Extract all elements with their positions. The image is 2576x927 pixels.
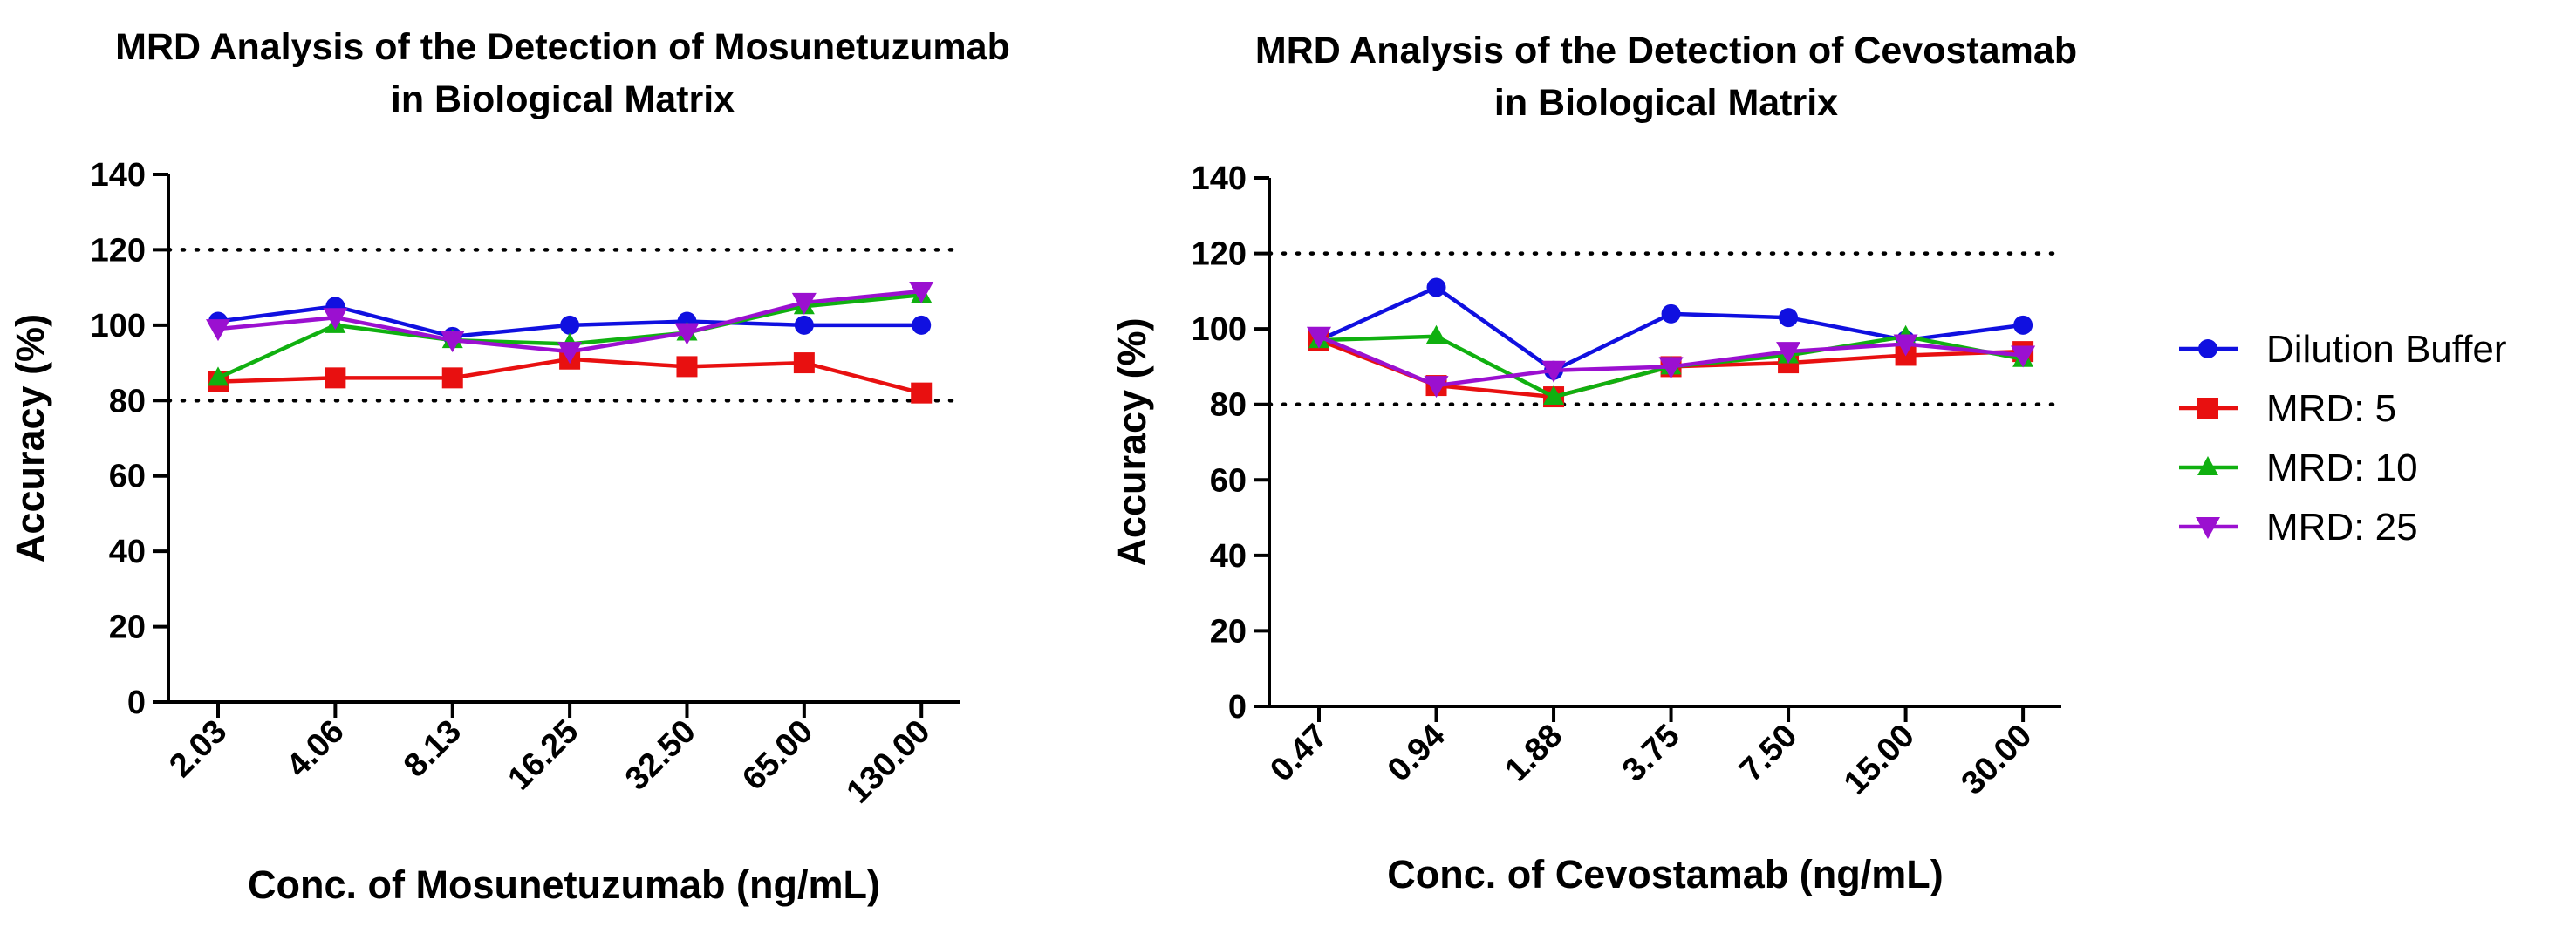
data-point bbox=[440, 331, 465, 353]
x-tick-label: 130.00 bbox=[840, 713, 938, 811]
x-tick-label: 0.94 bbox=[1381, 718, 1452, 789]
data-point bbox=[1425, 324, 1447, 344]
data-point bbox=[1541, 360, 1567, 383]
data-point bbox=[911, 382, 933, 404]
data-point bbox=[557, 342, 583, 365]
data-point bbox=[2011, 345, 2036, 368]
y-tick-label: 100 bbox=[1192, 311, 1247, 348]
legend-label: MRD: 10 bbox=[2266, 446, 2418, 489]
legend-marker bbox=[2196, 517, 2220, 539]
data-point bbox=[794, 315, 814, 335]
chart-title-line-2: in Biological Matrix bbox=[391, 78, 735, 120]
legend-marker bbox=[2198, 339, 2217, 358]
x-tick-label: 2.03 bbox=[162, 713, 234, 785]
y-tick-label: 20 bbox=[1210, 613, 1247, 650]
y-tick-label: 0 bbox=[1228, 689, 1247, 726]
data-point bbox=[1779, 308, 1799, 328]
series-4 bbox=[1307, 326, 2036, 399]
x-tick-label: 4.06 bbox=[280, 713, 352, 785]
data-point bbox=[441, 367, 463, 389]
legend-item: Dilution Buffer bbox=[2179, 328, 2507, 371]
y-tick-label: 140 bbox=[1192, 160, 1247, 197]
data-point bbox=[2013, 315, 2033, 335]
x-tick-label: 16.25 bbox=[502, 713, 586, 798]
y-tick-label: 40 bbox=[1210, 538, 1247, 575]
data-point bbox=[1658, 357, 1684, 379]
x-tick-label: 65.00 bbox=[735, 713, 820, 798]
y-tick-label: 120 bbox=[1192, 236, 1247, 273]
legend-item: MRD: 10 bbox=[2179, 446, 2418, 489]
y-tick-label: 80 bbox=[109, 383, 146, 419]
data-point bbox=[325, 367, 346, 389]
chart-title-line-2: in Biological Matrix bbox=[1494, 82, 1838, 124]
x-tick-label: 30.00 bbox=[1955, 718, 2040, 802]
y-axis-label: Accuracy (%) bbox=[1110, 317, 1154, 566]
x-axis-label: Conc. of Cevostamab (ng/mL) bbox=[1387, 852, 1944, 896]
x-tick-label: 8.13 bbox=[397, 713, 468, 785]
data-point bbox=[1661, 303, 1681, 324]
data-point bbox=[674, 323, 700, 345]
data-point bbox=[206, 319, 230, 342]
x-tick-label: 1.88 bbox=[1498, 718, 1569, 789]
y-tick-label: 60 bbox=[109, 459, 146, 495]
x-tick-label: 3.75 bbox=[1616, 718, 1687, 789]
data-point bbox=[1543, 385, 1565, 406]
legend-item: MRD: 25 bbox=[2179, 506, 2418, 549]
data-point bbox=[1424, 376, 1449, 399]
data-point bbox=[1426, 277, 1446, 297]
data-point bbox=[912, 315, 932, 335]
chart-title-line-1: MRD Analysis of the Detection of Cevosta… bbox=[1255, 30, 2077, 72]
series-4 bbox=[206, 281, 934, 365]
y-tick-label: 100 bbox=[91, 308, 146, 344]
x-axis-label: Conc. of Mosunetuzumab (ng/mL) bbox=[248, 862, 880, 907]
legend-marker bbox=[2197, 398, 2218, 419]
x-tick-label: 0.47 bbox=[1263, 718, 1335, 789]
legend: Dilution Buffer MRD: 5 MRD: 10 MRD: 25 bbox=[2179, 328, 2507, 549]
data-point bbox=[676, 356, 698, 378]
y-tick-label: 60 bbox=[1210, 462, 1247, 499]
data-point bbox=[560, 315, 580, 335]
y-axis-label: Accuracy (%) bbox=[8, 314, 52, 562]
chart-title-line-1: MRD Analysis of the Detection of Mosunet… bbox=[115, 26, 1010, 68]
legend-item: MRD: 5 bbox=[2179, 387, 2396, 430]
y-tick-label: 140 bbox=[91, 157, 146, 194]
x-tick-label: 7.50 bbox=[1732, 718, 1804, 789]
y-tick-label: 0 bbox=[127, 685, 146, 721]
data-point bbox=[1776, 342, 1801, 365]
legend-label: MRD: 5 bbox=[2266, 387, 2396, 430]
y-tick-label: 40 bbox=[109, 534, 146, 570]
data-point bbox=[323, 308, 348, 331]
data-point bbox=[1307, 326, 1331, 349]
y-tick-label: 120 bbox=[91, 232, 146, 269]
chart-1: MRD Analysis of the Detection of Mosunet… bbox=[8, 26, 1010, 907]
y-tick-label: 80 bbox=[1210, 387, 1247, 424]
x-tick-label: 15.00 bbox=[1837, 718, 1922, 802]
x-tick-label: 32.50 bbox=[618, 713, 703, 798]
legend-label: MRD: 25 bbox=[2266, 506, 2418, 549]
chart-2: MRD Analysis of the Detection of Cevosta… bbox=[1110, 30, 2077, 896]
data-point bbox=[791, 292, 817, 315]
data-point bbox=[208, 366, 229, 386]
legend-label: Dilution Buffer bbox=[2266, 328, 2507, 371]
data-point bbox=[909, 281, 934, 303]
y-tick-label: 20 bbox=[109, 610, 146, 646]
legend-marker bbox=[2197, 456, 2218, 475]
data-point bbox=[793, 352, 815, 374]
data-point bbox=[1893, 334, 1918, 357]
